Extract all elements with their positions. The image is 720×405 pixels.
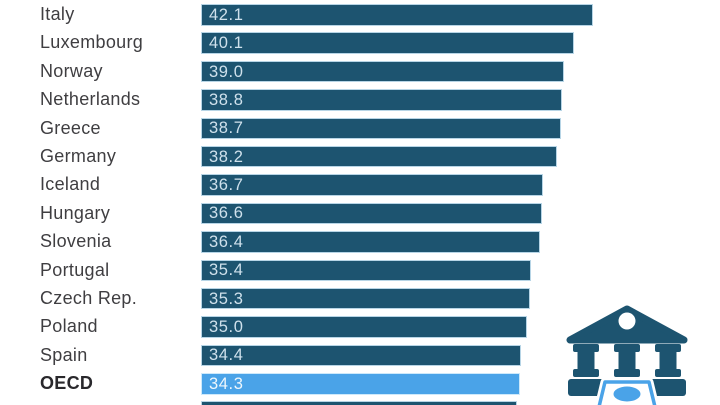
value-label: 39.0	[209, 62, 244, 81]
bar: 39.0	[201, 60, 565, 83]
bar: 38.7	[201, 117, 562, 140]
bar: 36.7	[201, 174, 543, 196]
value-label: 34.3	[209, 374, 244, 393]
banknote	[594, 377, 660, 405]
chart-row: Greece 38.7	[0, 117, 720, 146]
bar: 34.3	[201, 373, 521, 395]
category-label: OECD	[40, 373, 94, 394]
bar: 42.1	[201, 4, 593, 26]
value-label: 36.7	[209, 176, 244, 195]
value-label: 40.1	[209, 34, 244, 53]
bar: 35.3	[201, 287, 530, 310]
bank-columns	[573, 344, 681, 377]
chart-row-partial	[0, 401, 720, 405]
bar: 40.1	[201, 32, 575, 54]
chart-row: OECD 34.3	[0, 373, 720, 401]
chart-row: Italy 42.1	[0, 4, 720, 32]
category-label: Portugal	[40, 259, 110, 280]
category-label: Netherlands	[40, 89, 141, 110]
value-label: 36.6	[209, 204, 244, 223]
bank-building-with-banknote-icon	[566, 305, 688, 405]
chart-row: Spain 34.4	[0, 344, 720, 373]
chart-row: Norway 39.0	[0, 60, 720, 89]
value-label: 36.4	[209, 232, 244, 251]
chart-row: Portugal 35.4	[0, 259, 720, 288]
value-label: 38.8	[209, 90, 244, 109]
bar: 35.4	[201, 259, 531, 282]
category-label: Iceland	[40, 174, 101, 195]
bar	[201, 401, 517, 405]
value-label: 38.7	[209, 119, 244, 138]
category-label: Slovenia	[40, 231, 112, 252]
bar: 38.2	[201, 145, 557, 168]
category-label: Hungary	[40, 202, 111, 223]
chart-row: Czech Rep. 35.3	[0, 287, 720, 316]
bank-window-circle	[618, 312, 636, 330]
category-label: Italy	[40, 4, 75, 24]
bar: 38.8	[201, 89, 563, 111]
category-label: Germany	[40, 145, 117, 166]
chart-row: Iceland 36.7	[0, 174, 720, 202]
bar: 36.4	[201, 231, 540, 253]
category-label: Luxembourg	[40, 32, 144, 53]
chart-row: Poland 35.0	[0, 316, 720, 344]
bar-chart: Italy 42.1 Luxembourg 40.1 Norway 39.0 N…	[0, 4, 720, 405]
value-label: 34.4	[209, 346, 244, 365]
category-label: Spain	[40, 344, 88, 365]
value-label: 42.1	[209, 5, 244, 24]
bar: 34.4	[201, 344, 522, 367]
chart-row: Slovenia 36.4	[0, 231, 720, 259]
value-label: 35.3	[209, 289, 244, 308]
bar: 35.0	[201, 316, 527, 338]
value-label: 35.4	[209, 261, 244, 280]
chart-row: Luxembourg 40.1	[0, 32, 720, 60]
bar: 36.6	[201, 202, 542, 225]
category-label: Greece	[40, 117, 101, 138]
chart-row: Germany 38.2	[0, 145, 720, 174]
category-label: Czech Rep.	[40, 287, 138, 308]
value-label: 38.2	[209, 147, 244, 166]
category-label: Norway	[40, 60, 103, 81]
category-label	[0, 401, 201, 405]
chart-row: Netherlands 38.8	[0, 89, 720, 117]
value-label: 35.0	[209, 318, 244, 337]
chart-row: Hungary 36.6	[0, 202, 720, 231]
category-label: Poland	[40, 316, 98, 337]
